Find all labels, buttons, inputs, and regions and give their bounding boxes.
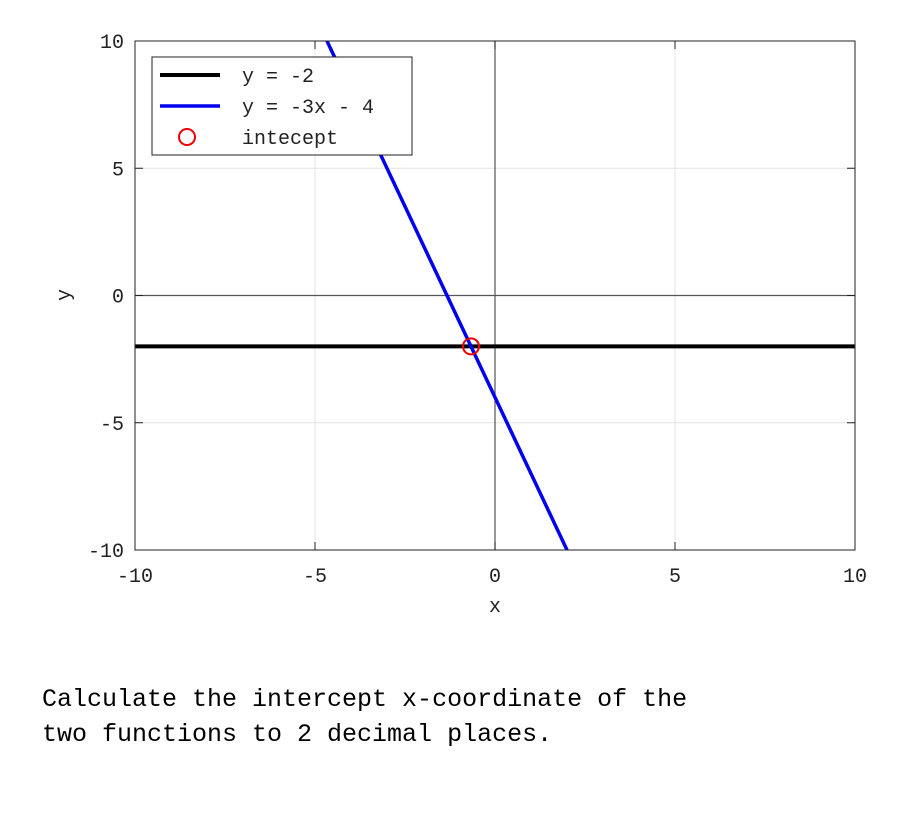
question-line: two functions to 2 decimal places.	[42, 720, 552, 749]
legend-marker	[178, 128, 196, 146]
legend-label: y = -2	[242, 66, 314, 89]
legend-label: y = -3x - 4	[242, 97, 374, 120]
y-axis-label: y	[54, 289, 77, 301]
y-tick-label: -10	[88, 541, 124, 564]
y-tick-label: 10	[100, 32, 124, 55]
legend-label: intecept	[242, 128, 338, 151]
x-tick-label: 10	[843, 566, 867, 589]
x-tick-label: -10	[117, 566, 153, 589]
legend: y = -2 y = -3x - 4 intecept	[151, 56, 413, 156]
intercept-marker	[461, 337, 480, 356]
x-tick-label: -5	[303, 566, 327, 589]
question-line: Calculate the intercept x-coordinate of …	[42, 685, 687, 714]
x-tick-label: 0	[489, 566, 501, 589]
x-axis-label: x	[489, 596, 501, 619]
y-tick-label: -5	[100, 414, 124, 437]
y-tick-label: 5	[112, 159, 124, 182]
x-tick-label: 5	[669, 566, 681, 589]
y-tick-label: 0	[112, 287, 124, 310]
ticks: -10 -5 0 5 10 -10 -5 0 5 10	[88, 32, 867, 589]
